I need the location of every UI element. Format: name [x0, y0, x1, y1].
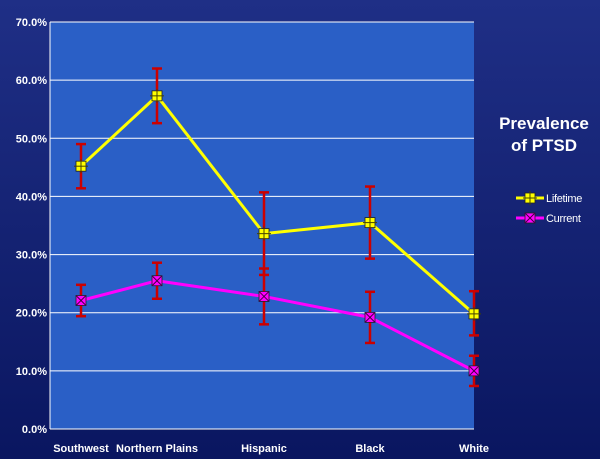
data-point-lifetime	[150, 88, 164, 103]
x-tick-label: Southwest	[53, 443, 109, 455]
data-point-current	[258, 291, 270, 302]
x-axis-ticks: Southwest Northern Plains Hispanic Black Whi…	[53, 443, 489, 455]
legend-label: Lifetime	[546, 193, 582, 205]
x-tick-label: White	[459, 443, 489, 455]
data-point-lifetime	[74, 159, 88, 174]
chart-title: Prevalence of PTSD	[499, 114, 589, 155]
data-point-current	[468, 365, 480, 377]
x-tick-label: Black	[355, 443, 385, 455]
legend-swatch-marker	[524, 212, 536, 224]
y-tick-label: 0.0%	[22, 424, 47, 436]
x-tick-label: Northern Plains	[116, 443, 198, 455]
plot-area	[50, 22, 474, 429]
data-point-lifetime	[363, 215, 377, 230]
y-tick-label: 60.0%	[16, 75, 47, 87]
data-point-current	[75, 295, 87, 306]
chart-title-line-1: Prevalence	[499, 114, 589, 133]
legend-swatch-marker	[523, 191, 537, 205]
data-point-lifetime	[257, 226, 271, 241]
data-markers	[74, 88, 481, 377]
legend-label: Current	[546, 213, 581, 225]
legend-item-current: Current	[516, 212, 581, 225]
chart-title-line-2: of PTSD	[511, 136, 577, 155]
data-point-current	[364, 311, 376, 323]
y-tick-label: 10.0%	[16, 366, 47, 378]
y-tick-label: 70.0%	[16, 17, 47, 29]
y-axis-ticks: 0.0% 10.0% 20.0% 30.0% 40.0% 50.0% 60.0% 70.0%	[16, 17, 47, 436]
y-tick-label: 50.0%	[16, 133, 47, 145]
legend-item-lifetime: Lifetime	[516, 191, 583, 205]
y-tick-label: 20.0%	[16, 308, 47, 320]
y-tick-label: 40.0%	[16, 191, 47, 203]
legend: Lifetime Current	[516, 191, 583, 225]
data-point-current	[151, 275, 163, 287]
data-point-lifetime	[467, 306, 481, 321]
x-tick-label: Hispanic	[241, 443, 287, 455]
grid-lines	[49, 21, 474, 430]
y-tick-label: 30.0%	[16, 250, 47, 262]
